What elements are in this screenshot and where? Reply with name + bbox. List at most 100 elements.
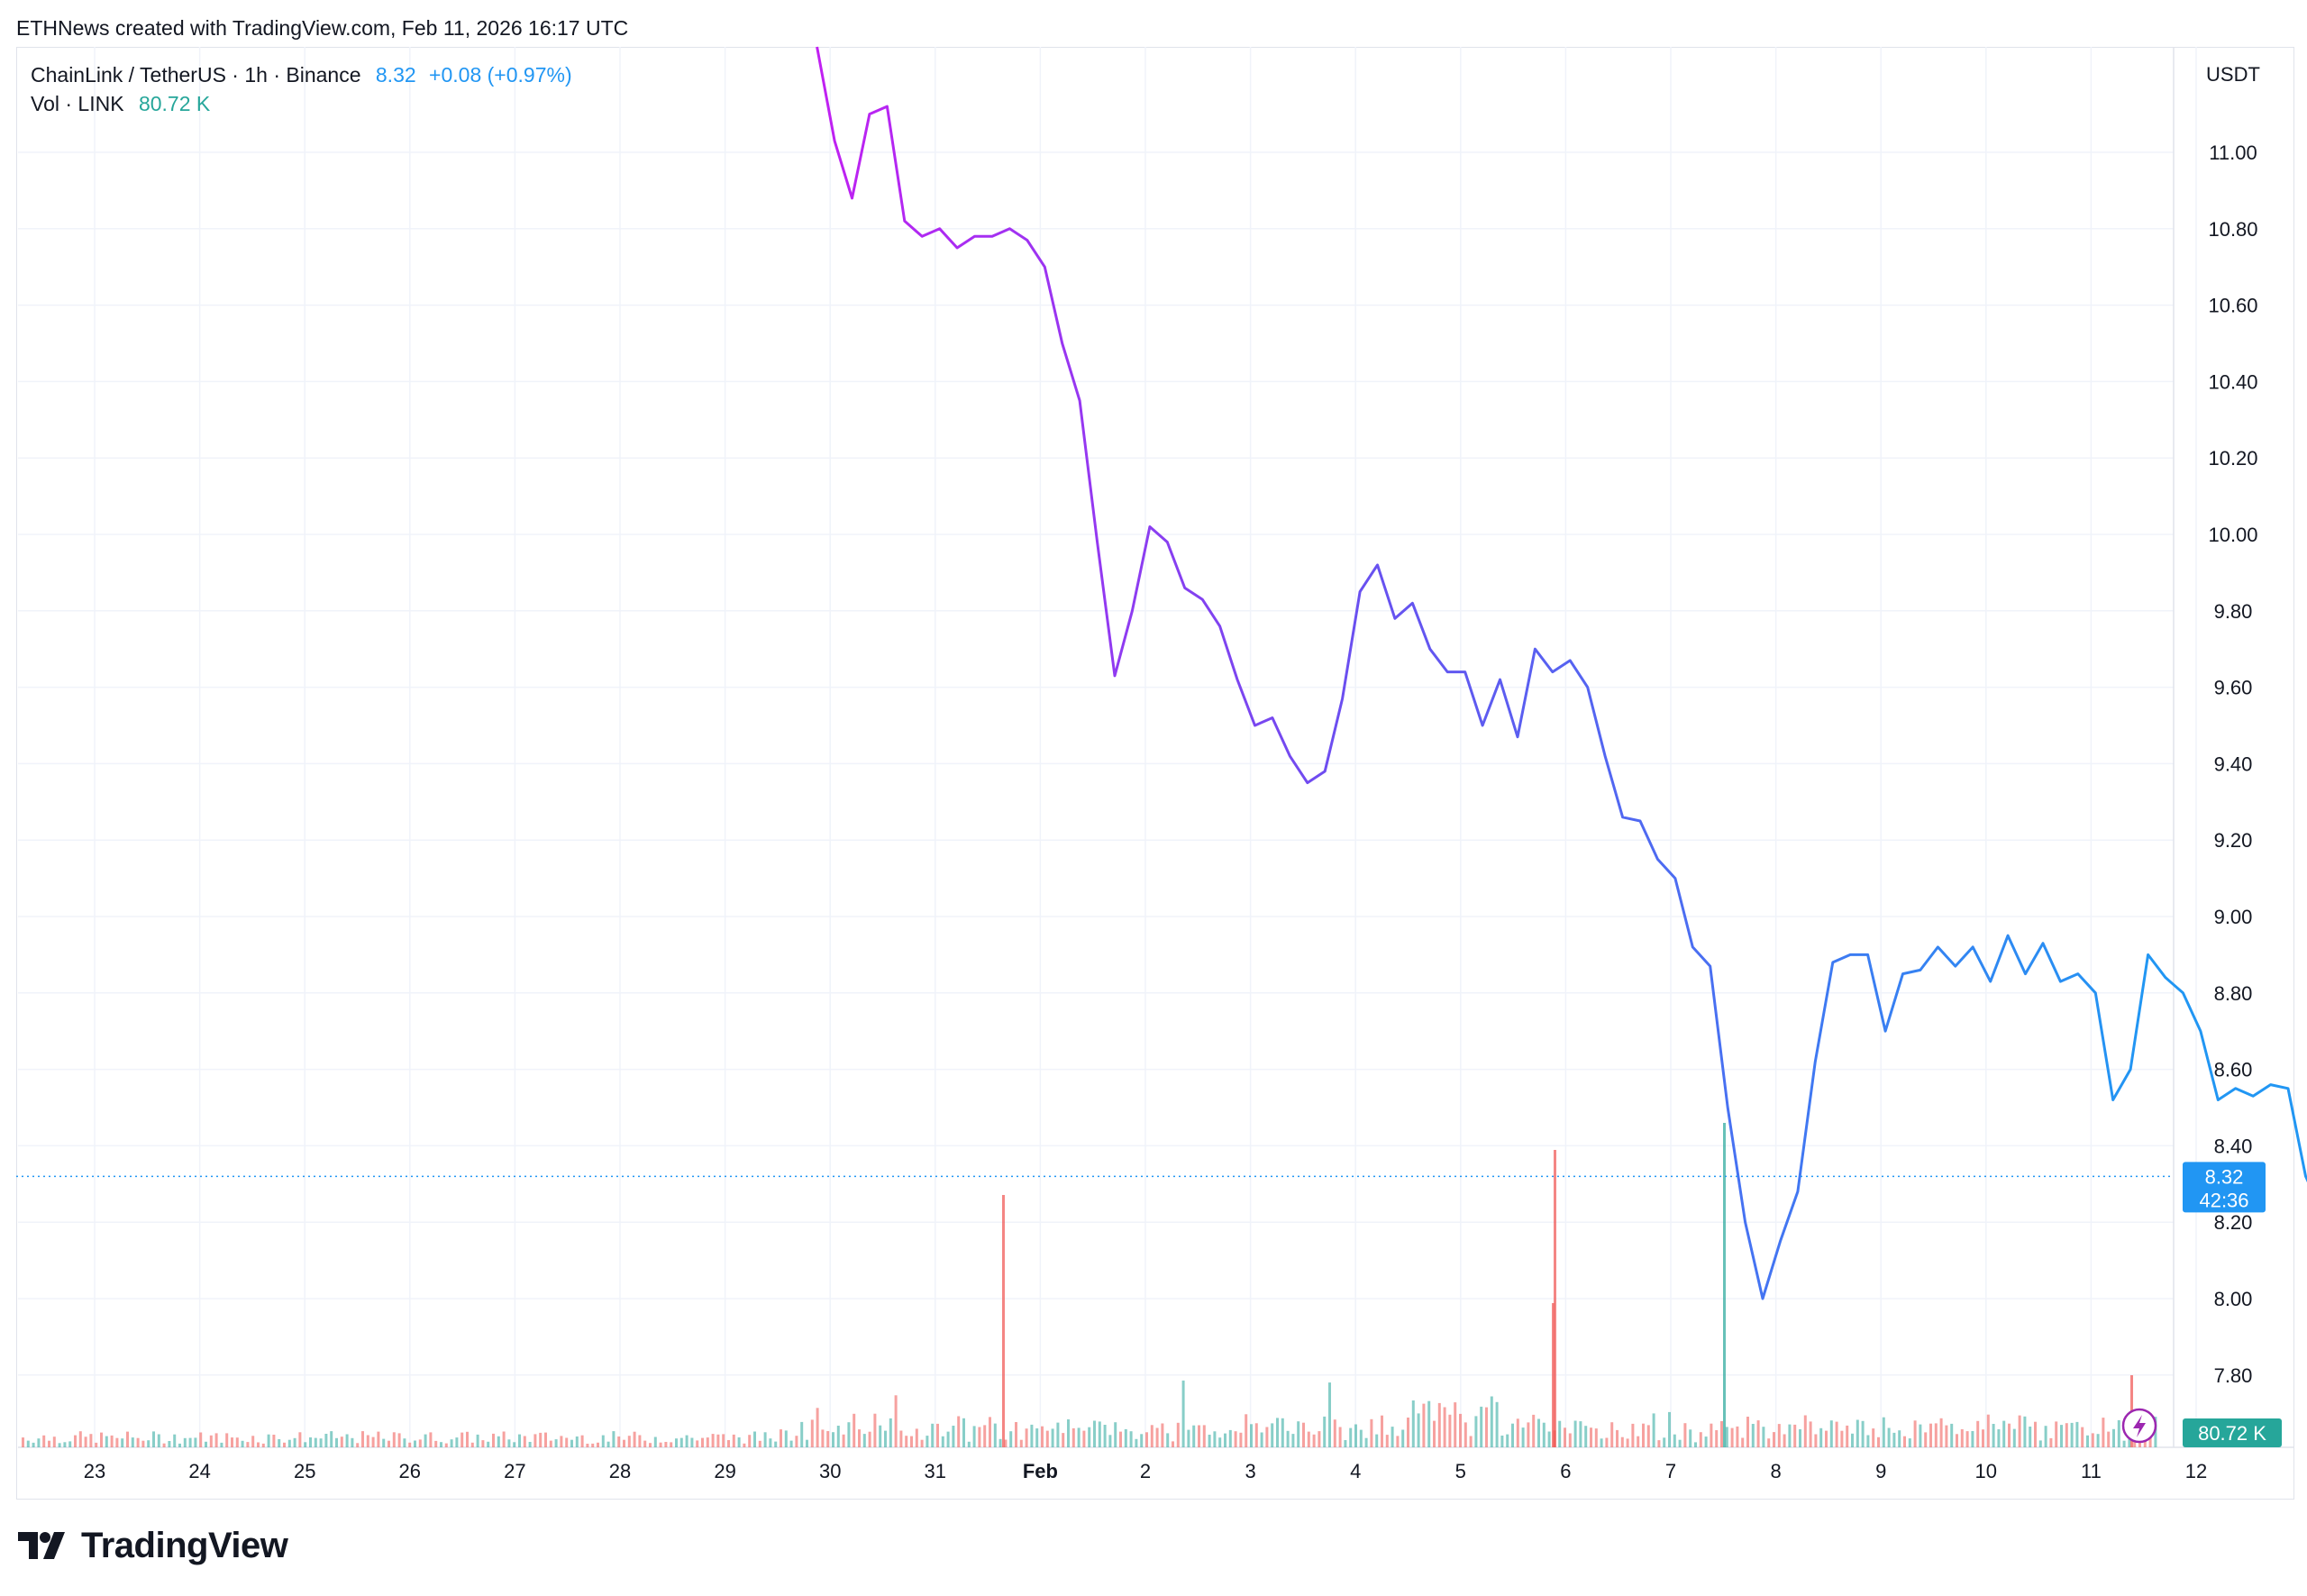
y-tick-label: 11.00 <box>2209 141 2257 164</box>
volume-bar <box>361 1431 364 1447</box>
volume-bar <box>549 1440 552 1447</box>
volume-bar <box>2096 1434 2100 1447</box>
volume-bar <box>1699 1432 1702 1447</box>
volume-bar <box>1041 1426 1044 1447</box>
volume-bar <box>952 1426 955 1447</box>
volume-bar <box>2012 1428 2016 1447</box>
volume-bar <box>1720 1421 1723 1447</box>
volume-bar <box>1762 1427 1765 1447</box>
volume-bar <box>1265 1427 1269 1447</box>
volume-bar <box>37 1438 41 1447</box>
volume-bar <box>784 1430 788 1447</box>
price-axis[interactable]: 7.80 8.00 8.20 8.40 8.60 8.80 9.00 9.20 9.40 9.60… <box>2208 141 2257 1387</box>
volume-bar <box>1176 1422 1180 1447</box>
volume-bar <box>162 1443 166 1447</box>
volume-bar <box>826 1431 830 1447</box>
volume-bar <box>2122 1440 2126 1447</box>
volume-bar <box>141 1440 145 1447</box>
volume-bar <box>653 1436 657 1447</box>
volume-bar <box>967 1441 971 1447</box>
volume-bar <box>1181 1380 1185 1447</box>
volume-bar <box>1960 1429 1964 1447</box>
volume-bar <box>1554 1150 1556 1447</box>
volume-badge: 80.72 K <box>2183 1418 2282 1447</box>
volume-bar <box>1558 1420 1562 1447</box>
volume-bar <box>1736 1426 1739 1447</box>
volume-bar <box>1898 1430 1901 1447</box>
volume-axis-label: 80.72 K <box>2198 1422 2266 1445</box>
volume-bar <box>481 1440 485 1447</box>
volume-bar <box>1062 1433 1065 1447</box>
volume-bar <box>304 1442 307 1447</box>
volume-bar <box>194 1437 197 1447</box>
tradingview-logo[interactable]: TradingView <box>18 1525 288 1566</box>
volume-bar <box>910 1436 913 1447</box>
volume-bar <box>1547 1431 1551 1447</box>
volume-bar <box>1992 1424 1995 1447</box>
volume-bar <box>2038 1440 2042 1447</box>
volume-bar <box>251 1436 255 1447</box>
volume-bar <box>816 1408 819 1447</box>
volume-bar <box>1276 1418 1279 1447</box>
volume-bar <box>601 1435 605 1447</box>
volume-bar <box>1254 1423 1258 1447</box>
volume-bar <box>1422 1403 1426 1447</box>
volume-bar <box>570 1439 573 1447</box>
volume-bar <box>1730 1427 1734 1447</box>
volume-bar <box>862 1434 866 1447</box>
volume-bar <box>758 1440 761 1447</box>
volume-bar <box>100 1432 103 1447</box>
lightning-button[interactable] <box>2121 1408 2157 1444</box>
volume-bar <box>1464 1422 1467 1447</box>
volume-bar <box>633 1431 636 1447</box>
volume-bar <box>335 1437 338 1447</box>
volume-bar <box>440 1442 442 1447</box>
x-tick-label: 3 <box>1245 1460 1255 1482</box>
volume-bar <box>1934 1423 1938 1447</box>
volume-bar <box>606 1441 610 1447</box>
volume-bar <box>769 1438 772 1447</box>
volume-bar <box>2065 1423 2068 1447</box>
volume-bar <box>1077 1427 1081 1447</box>
last-price-label: 8.32 <box>2205 1165 2244 1188</box>
volume-bar <box>780 1429 782 1447</box>
volume-bar <box>1161 1423 1164 1447</box>
volume-bar <box>261 1443 265 1447</box>
volume-bar <box>1245 1414 1248 1447</box>
volume-bar <box>518 1434 521 1447</box>
volume-bar <box>1877 1436 1880 1447</box>
volume-bar <box>298 1432 302 1447</box>
bar-countdown-label: 42:36 <box>2199 1189 2248 1211</box>
volume-bar <box>257 1442 260 1447</box>
volume-bar <box>1490 1396 1493 1447</box>
volume-bar <box>946 1431 950 1447</box>
volume-bar <box>147 1440 150 1447</box>
volume-bar <box>763 1432 767 1447</box>
volume-bar <box>2112 1428 2115 1447</box>
volume-bar <box>131 1437 134 1447</box>
volume-bar <box>1642 1423 1645 1447</box>
volume-bar <box>1333 1419 1336 1447</box>
volume-bar <box>340 1436 343 1447</box>
volume-bar <box>894 1395 898 1447</box>
y-tick-label: 7.80 <box>2214 1364 2253 1387</box>
time-axis[interactable]: 23 24 25 26 27 28 29 30 31 Feb 2 3 4 5 6 7 8 9 10 11 12 <box>84 1460 2207 1482</box>
volume-bar <box>1192 1425 1196 1447</box>
volume-bar <box>89 1434 93 1447</box>
legend-symbol-row[interactable]: ChainLink / TetherUS · 1h · Binance 8.32… <box>31 63 572 87</box>
volume-bar <box>1793 1424 1797 1447</box>
volume-bar <box>1652 1413 1655 1447</box>
volume-bar <box>879 1425 882 1447</box>
volume-bar <box>1945 1425 1948 1447</box>
legend-volume-row[interactable]: Vol · LINK 80.72 K <box>31 92 210 116</box>
volume-bar <box>1035 1428 1039 1447</box>
volume-bar <box>1579 1421 1582 1447</box>
volume-bar <box>2055 1421 2058 1447</box>
volume-bar <box>241 1440 244 1447</box>
volume-bar <box>1213 1431 1217 1447</box>
price-axis-unit[interactable]: USDT <box>2206 63 2260 86</box>
volume-bar <box>920 1439 924 1447</box>
volume-bar <box>1908 1438 1911 1447</box>
volume-bar <box>554 1439 558 1447</box>
